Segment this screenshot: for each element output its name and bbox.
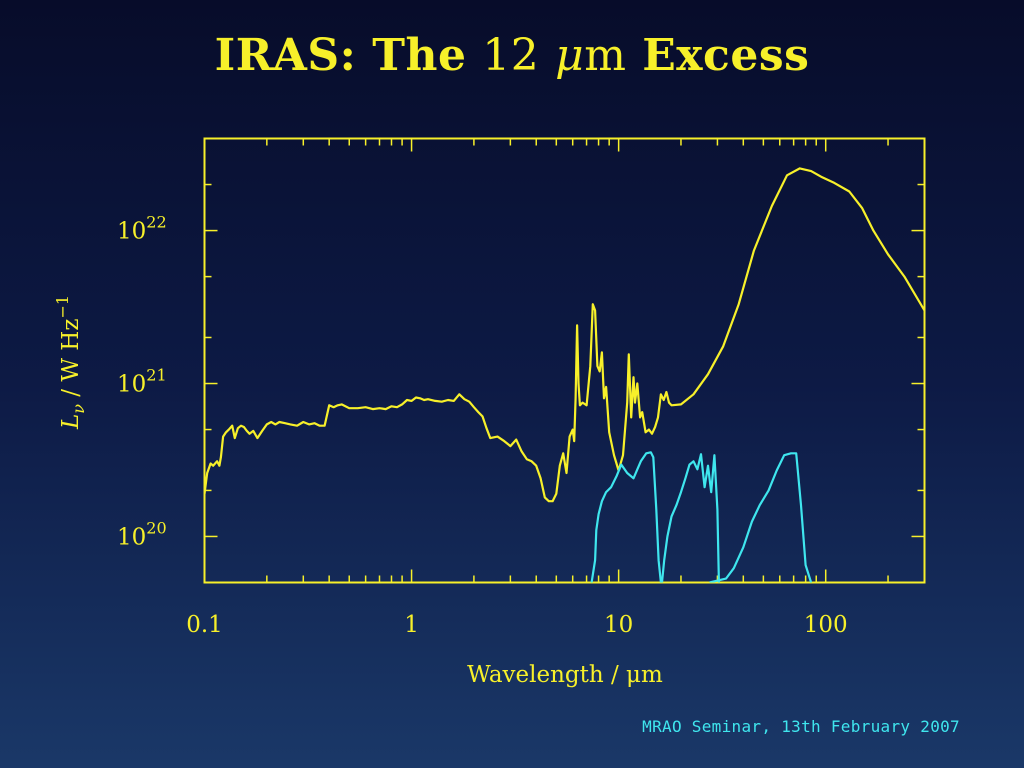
footer-note: MRAO Seminar, 13th February 2007 (642, 717, 960, 736)
y-tick-label: 1022 (117, 213, 167, 245)
title-suffix: Excess (626, 30, 810, 81)
title-unit: m (584, 30, 627, 81)
y-tick-label: 1021 (117, 366, 167, 398)
data-series (204, 167, 925, 583)
x-tick-label: 100 (804, 612, 848, 638)
plot-frame (203, 137, 926, 584)
title-mu: μ (555, 30, 585, 81)
x-axis-label: Wavelength / μm (467, 662, 663, 688)
title-number: 12 (482, 30, 540, 81)
slide-title: IRAS: The 12 μm Excess (0, 30, 1024, 81)
x-tick-label: 10 (604, 612, 633, 638)
x-tick-label: 0.1 (186, 612, 223, 638)
y-axis-label: Lν / W Hz−1 (53, 295, 88, 430)
title-prefix: IRAS: The (214, 30, 483, 81)
tick-labels: 0.1 1 10 100 1020 1021 1022 (117, 213, 848, 638)
filter-band-3 (709, 452, 813, 583)
sed-line (204, 167, 925, 503)
filter-band-1 (590, 451, 662, 583)
y-tick-label: 1020 (117, 518, 167, 550)
filter-band-2 (660, 453, 720, 583)
x-tick-label: 1 (404, 612, 419, 638)
axis-ticks (203, 138, 926, 583)
